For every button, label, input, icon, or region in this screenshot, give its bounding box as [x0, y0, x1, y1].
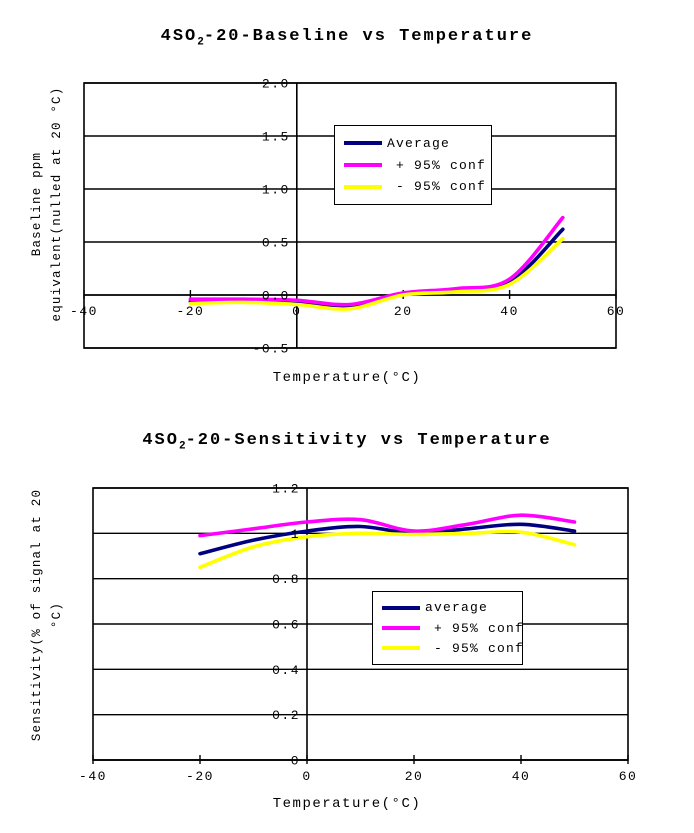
legend-label-average: Average: [387, 135, 451, 151]
sensitivity-x-tick-label: 40: [512, 769, 531, 784]
sensitivity-x-tick-label: 20: [405, 769, 424, 784]
sensitivity-y-tick-label: 0.4: [272, 663, 300, 678]
legend-line-average: [382, 605, 420, 610]
sensitivity-x-tick-label: 0: [302, 769, 311, 784]
baseline-x-axis-title-text: Temperature(°C): [272, 370, 422, 386]
legend-line-average: [344, 141, 382, 146]
legend-item-average: average: [382, 600, 519, 615]
sensitivity-y-axis-title-line2: °C): [50, 601, 64, 629]
legend-line-plus-95-conf: [344, 163, 382, 167]
baseline-y-tick-label: 0.0: [262, 289, 290, 304]
sensitivity-y-tick-label: 0.2: [272, 708, 300, 723]
legend-label-minus-95-conf: - 95% conf: [425, 640, 525, 656]
baseline-x-tick-label: 0: [292, 304, 301, 319]
sensitivity-title-subscript: 2: [178, 440, 186, 453]
sensitivity-x-axis-title-text: Temperature(°C): [272, 796, 422, 812]
baseline-y-tick-label: 1.0: [262, 183, 290, 198]
baseline-chart-title: 4SO2-20-Baseline vs Temperature: [0, 27, 694, 48]
sensitivity-x-tick-label: -40: [79, 769, 107, 784]
legend-label-minus-95-conf: - 95% conf: [387, 179, 487, 195]
baseline-title-post: -20-Baseline vs Temperature: [203, 27, 534, 46]
legend-item-plus-95-conf: + 95% conf: [344, 158, 488, 173]
sensitivity-y-tick-label: 0: [291, 754, 300, 769]
sensitivity-y-tick-label: 1.2: [272, 482, 300, 497]
legend-label-plus-95-conf: + 95% conf: [425, 620, 525, 636]
baseline-curve-minus-95-conf: [188, 237, 565, 311]
baseline-x-tick-label: 60: [607, 304, 626, 319]
legend-line-plus-95-conf: [382, 626, 420, 630]
legend-line-minus-95-conf: [344, 184, 382, 189]
baseline-x-tick-label: 40: [500, 304, 519, 319]
legend-label-plus-95-conf: + 95% conf: [387, 157, 487, 173]
legend-item-minus-95-conf: - 95% conf: [382, 641, 523, 656]
baseline-plot-border: [83, 82, 617, 349]
sensitivity-curve-plus-95-conf: [198, 513, 577, 538]
sensitivity-curve-minus-95-conf: [198, 529, 577, 570]
baseline-title-subscript: 2: [197, 36, 204, 49]
sensitivity-title-pre: 4SO: [142, 431, 179, 450]
baseline-y-tick-label: -0.5: [253, 342, 290, 357]
baseline-x-axis-title: Temperature(°C): [0, 370, 694, 386]
sensitivity-y-axis-title: Sensitivity(% of signal at 20 °C): [25, 465, 69, 765]
sensitivity-chart-title: 4SO2-20-Sensitivity vs Temperature: [0, 431, 694, 452]
legend-item-minus-95-conf: - 95% conf: [344, 179, 488, 194]
sensitivity-x-tick-label: -20: [186, 769, 214, 784]
legend-label-average: average: [425, 600, 489, 616]
sensitivity-x-tick-label: 60: [619, 769, 638, 784]
sensitivity-y-tick-label: 0.8: [272, 572, 300, 587]
baseline-y-axis-title-line1: Baseline ppm: [30, 151, 44, 257]
baseline-y-tick-label: 2.0: [262, 77, 290, 92]
sensitivity-title-post: -20-Sensitivity vs Temperature: [185, 431, 552, 450]
baseline-x-tick-label: 20: [394, 304, 413, 319]
baseline-title-pre: 4SO: [160, 27, 198, 46]
sensitivity-curve-average: [198, 522, 577, 556]
sensitivity-y-tick-label: 0.6: [272, 618, 300, 633]
sensitivity-y-axis-title-line1: Sensitivity(% of signal at 20: [30, 488, 44, 742]
baseline-y-tick-label: 1.5: [262, 130, 290, 145]
baseline-y-tick-label: 0.5: [262, 236, 290, 251]
sensitivity-x-axis-title: Temperature(°C): [0, 796, 694, 812]
sensitivity-y-tick-label: 1: [291, 527, 300, 542]
legend-item-average: Average: [344, 136, 488, 151]
legend-item-plus-95-conf: + 95% conf: [382, 621, 523, 636]
baseline-y-axis-title: Baseline ppm equivalent(nulled at 20 °C): [25, 64, 69, 344]
legend-line-minus-95-conf: [382, 646, 420, 651]
baseline-y-axis-title-line2: equivalent(nulled at 20 °C): [50, 86, 64, 322]
sensitivity-legend: average + 95% conf - 95% conf: [372, 591, 523, 665]
baseline-legend: Average + 95% conf - 95% conf: [334, 125, 492, 205]
baseline-curve-plus-95-conf: [188, 215, 565, 307]
baseline-x-tick-label: -20: [176, 304, 204, 319]
baseline-x-tick-label: -40: [70, 304, 98, 319]
